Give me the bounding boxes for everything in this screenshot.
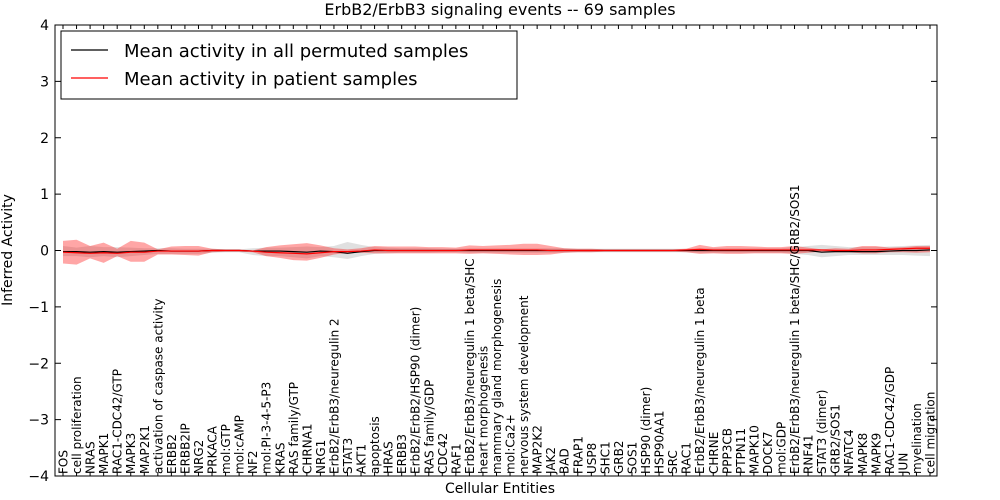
x-tick-label: RAC1-CDC42/GTP [111,369,125,474]
x-tick-label: JUN [896,453,910,475]
x-tick-label: NRAS [84,441,98,474]
x-tick-label: MAPK10 [747,425,761,474]
x-tick-label: RAC1-CDC42/GDP [883,367,897,474]
x-tick-label: RAS family/GTP [287,382,301,474]
x-tick-label: cell proliferation [70,376,84,474]
x-tick-label: ErbB2/ErbB3/neuregulin 1 beta/SHC [463,258,477,474]
x-tick-label: MAP2K2 [531,425,545,474]
y-axis: −4 −3 −2 −1 0 1 2 3 4 [28,18,937,485]
x-tick-label: KRAS [273,442,287,474]
x-tick-label: heart morphogenesis [476,346,490,474]
y-tick-label: −3 [28,413,49,429]
y-tick-label: −2 [28,356,49,372]
x-tick-label: cell migration [924,392,938,474]
x-tick-label: GRB2 [612,440,626,474]
x-tick-label: HSP90AA1 [653,410,667,474]
x-tick-label: SHC1 [598,441,612,474]
x-tick-label: ErbB2/ErbB3/neuregulin 1 beta [693,287,707,474]
x-tick-label: HSP90 (dimer) [639,387,653,474]
x-tick-label: BAD [558,448,572,474]
y-axis-label: Inferred Activity [0,194,16,306]
patient-spread-band [63,239,930,265]
legend: Mean activity in all permuted samples Me… [60,30,518,100]
x-tick-label: JAK2 [544,447,558,475]
y-tick-label: 1 [40,187,49,203]
x-tick-label: RAF1 [449,443,463,474]
x-tick-label: mol:cAMP [233,415,247,474]
x-tick-label: STAT3 [341,438,355,474]
x-tick-label: NRG1 [314,440,328,474]
x-tick-label: myelination [910,403,924,474]
x-tick-label: SOS1 [625,442,639,474]
x-tick-label: FOS [57,450,71,474]
x-tick-label: ErbB2/ErbB3/neuregulin 1 beta/SHC/GRB2/S… [788,184,802,474]
x-tick-label: MAPK9 [869,433,883,474]
series-line-patient [62,247,930,255]
y-tick-label: 4 [40,18,49,34]
x-tick-label: CHRNA1 [300,423,314,474]
x-tick-label: AKT1 [355,444,369,474]
legend-box [60,30,518,100]
x-tick-label: DOCK7 [761,431,775,474]
x-tick-label: STAT3 (dimer) [815,390,829,474]
x-tick-label: ErbB2/ErbB3/neuregulin 2 [327,318,341,474]
x-tick-label: NRG2 [192,440,206,474]
x-tick-label: ERBB3 [395,434,409,474]
x-axis-label: Cellular Entities [445,481,555,497]
y-tick-label: 2 [40,131,49,147]
x-tick-label: NF2 [246,450,260,474]
x-tick-label: MAPK3 [124,433,138,474]
x-tick-label: PTPN11 [734,428,748,474]
legend-label-patient: Mean activity in patient samples [124,69,418,90]
x-tick-label: RAS family/GDP [422,380,436,474]
x-tick-label: mol:PI-3-4-5-P3 [260,382,274,474]
y-tick-label: 3 [40,74,49,90]
y-tick-label: −1 [28,300,49,316]
x-tick-label: CHRNE [707,432,721,474]
x-tick-label: apoptosis [368,416,382,474]
x-tick-label: FRAP1 [571,436,585,474]
chart-title: ErbB2/ErbB3 signaling events -- 69 sampl… [324,0,675,19]
y-tick-label: 0 [40,244,49,260]
x-axis: FOS cell proliferation NRAS MAPK1 RAC1-CDC42… [57,25,938,476]
x-tick-label: HRAS [382,441,396,474]
y-tick-label: −4 [28,469,49,485]
plot-frame [54,24,938,477]
x-tick-label: ErbB2/ErbB2/HSP90 (dimer) [409,307,423,474]
x-tick-label: nervous system development [517,295,531,474]
x-tick-label: MAPK8 [856,433,870,474]
x-tick-label: NFATC4 [842,429,856,474]
x-tick-label: MAPK1 [97,433,111,474]
x-tick-label: ERBB2 [165,434,179,474]
x-tick-label: mol:GTP [219,424,233,474]
x-tick-label: SRC [666,450,680,474]
x-tick-label: RAC1 [680,442,694,474]
x-tick-label: mammary gland morphogenesis [490,279,504,474]
x-tick-label: RNF41 [802,435,816,475]
x-tick-label: PPP3CB [720,428,734,474]
x-tick-label: GRB2/SOS1 [829,404,843,474]
legend-label-permuted: Mean activity in all permuted samples [124,41,468,62]
x-tick-label: USP8 [585,443,599,474]
x-tick-label: mol:Ca2+ [504,414,518,474]
x-tick-label: CDC42 [436,433,450,474]
x-tick-label: MAP2K1 [138,425,152,474]
x-tick-label: activation of caspase activity [151,299,165,474]
x-tick-label: mol:GDP [774,422,788,474]
plot-area [62,239,931,265]
x-tick-label: ERBB2IP [178,423,192,474]
x-tick-label: PRKACA [206,425,220,474]
